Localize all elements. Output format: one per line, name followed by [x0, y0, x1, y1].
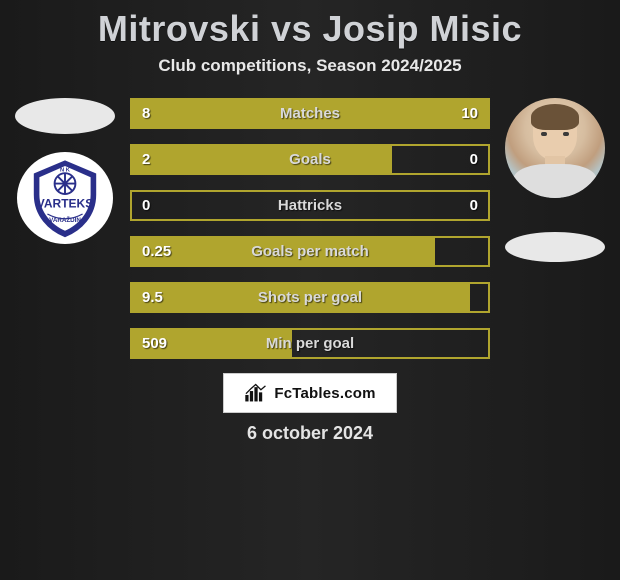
stat-label: Hattricks	[232, 197, 388, 214]
stat-value-left: 8	[132, 105, 232, 122]
club-crest-icon: VARTEKS VARAŽDIN N K	[25, 158, 105, 238]
stat-value-right: 0	[388, 197, 488, 214]
stat-label: Min per goal	[232, 335, 388, 352]
right-club-badge-placeholder	[505, 232, 605, 262]
stat-row: 0.25Goals per match	[130, 236, 490, 267]
svg-text:VARTEKS: VARTEKS	[37, 197, 93, 211]
left-player-column: VARTEKS VARAŽDIN N K	[10, 98, 120, 244]
stat-value-left: 9.5	[132, 289, 232, 306]
svg-text:N K: N K	[60, 168, 71, 174]
stat-row: 509Min per goal	[130, 328, 490, 359]
svg-text:VARAŽDIN: VARAŽDIN	[49, 216, 81, 224]
page-title: Mitrovski vs Josip Misic	[0, 8, 620, 50]
stat-row: 0Hattricks0	[130, 190, 490, 221]
right-player-column	[500, 98, 610, 262]
stat-value-left: 0.25	[132, 243, 232, 260]
stat-label: Matches	[232, 105, 388, 122]
subtitle: Club competitions, Season 2024/2025	[0, 56, 620, 76]
stat-value-right: 0	[388, 151, 488, 168]
stat-row: 8Matches10	[130, 98, 490, 129]
left-club-badge: VARTEKS VARAŽDIN N K	[17, 152, 113, 244]
footer-date: 6 october 2024	[0, 423, 620, 444]
stat-value-left: 509	[132, 335, 232, 352]
stat-value-right: 10	[388, 105, 488, 122]
branding-text: FcTables.com	[274, 385, 375, 402]
stat-label: Shots per goal	[232, 289, 388, 306]
main-layout: VARTEKS VARAŽDIN N K 8Matches102Goals00H…	[0, 98, 620, 359]
stat-label: Goals per match	[232, 243, 388, 260]
stat-label: Goals	[232, 151, 388, 168]
stat-row: 2Goals0	[130, 144, 490, 175]
stat-value-left: 0	[132, 197, 232, 214]
left-player-headshot-placeholder	[15, 98, 115, 134]
branding-box[interactable]: FcTables.com	[223, 373, 397, 413]
stat-value-left: 2	[132, 151, 232, 168]
right-player-headshot	[505, 98, 605, 198]
stat-row: 9.5Shots per goal	[130, 282, 490, 313]
stat-bars: 8Matches102Goals00Hattricks00.25Goals pe…	[130, 98, 490, 359]
comparison-card: Mitrovski vs Josip Misic Club competitio…	[0, 0, 620, 444]
fctables-logo-icon	[244, 383, 270, 403]
